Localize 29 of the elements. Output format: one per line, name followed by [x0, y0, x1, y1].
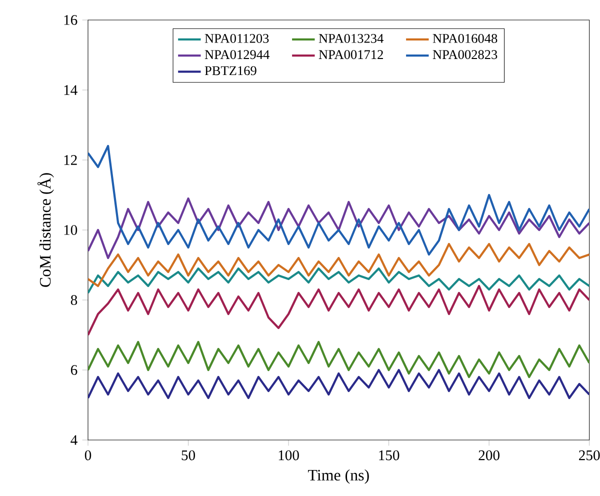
line-series — [88, 197, 590, 260]
line-series — [88, 368, 590, 400]
x-tick-label: 100 — [278, 450, 299, 460]
legend-label: NPA011203 — [204, 34, 269, 43]
legend-label: NPA016048 — [432, 34, 498, 43]
line-series — [88, 144, 590, 256]
y-tick-label: 14 — [64, 85, 78, 95]
y-tick-label: 10 — [64, 225, 78, 235]
legend-label: NPA013234 — [318, 34, 384, 43]
y-tick-label: 16 — [64, 15, 78, 25]
legend-label: NPA012944 — [204, 50, 270, 60]
x-tick-label: 150 — [379, 450, 400, 460]
y-tick-label: 4 — [70, 435, 78, 445]
y-axis-title: CoM distance (Å) — [37, 173, 54, 287]
y-tick-label: 8 — [70, 295, 78, 305]
x-tick-label: 0 — [84, 450, 92, 460]
y-tick-label: 12 — [64, 155, 77, 165]
line-series — [88, 242, 590, 288]
legend-label: NPA001712 — [318, 50, 383, 60]
line-series — [88, 284, 590, 336]
y-tick-label: 6 — [70, 365, 78, 375]
x-tick-label: 250 — [579, 450, 600, 460]
legend-label: PBTZ169 — [204, 66, 256, 76]
line-series — [88, 340, 590, 378]
x-tick-label: 200 — [478, 450, 500, 460]
legend-label: NPA002823 — [432, 50, 498, 60]
x-axis-title: Time (ns) — [308, 469, 369, 484]
x-tick-label: 50 — [182, 450, 196, 460]
line-series — [88, 267, 590, 294]
